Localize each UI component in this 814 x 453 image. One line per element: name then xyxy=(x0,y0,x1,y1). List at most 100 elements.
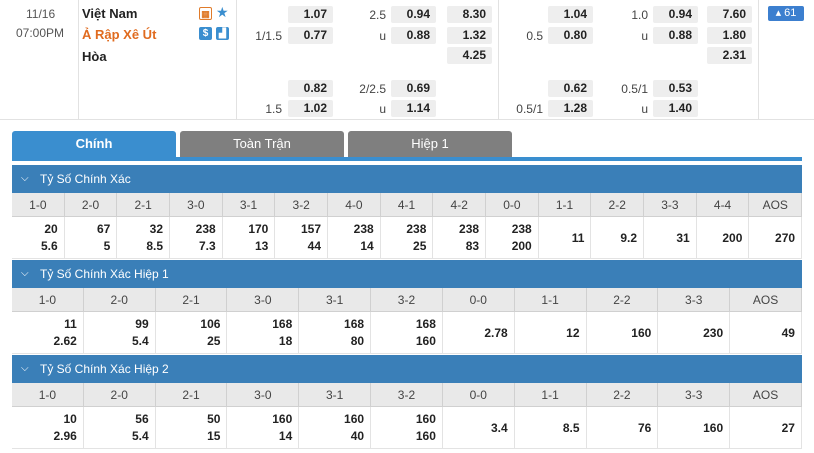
odds-value-bottom: 40 xyxy=(350,429,365,443)
odds-value-top: 99 xyxy=(135,317,149,331)
score-odds-cell[interactable]: 238 83 xyxy=(433,217,487,259)
score-odds-cell[interactable]: 160 160 xyxy=(371,407,443,449)
stats-icon[interactable]: ▦ xyxy=(199,7,212,20)
odds-cell[interactable]: 0.77 xyxy=(288,27,333,44)
section-title: Tỷ Số Chính Xác Hiệp 2 xyxy=(40,362,169,376)
score-odds-cell[interactable]: 12 xyxy=(514,312,587,354)
score-odds-cell[interactable]: 238 200 xyxy=(486,217,539,259)
score-odds-cell[interactable]: 11 xyxy=(538,217,592,259)
score-odds-cell[interactable]: 238 25 xyxy=(380,217,434,259)
score-odds-cell[interactable]: 20 5.6 xyxy=(12,217,65,259)
odds-cell[interactable]: 8.30 xyxy=(447,6,492,23)
odds-cell[interactable]: 0.53 xyxy=(653,80,698,97)
chart-icon[interactable]: ▟ xyxy=(216,27,229,40)
score-odds-cell[interactable]: 106 25 xyxy=(155,312,228,354)
odds-value-top: 56 xyxy=(135,412,149,426)
star-icon[interactable]: ★ xyxy=(216,4,229,20)
score-odds-cell[interactable]: 99 5.4 xyxy=(83,312,156,354)
odds-icon[interactable]: $ xyxy=(199,27,212,40)
score-odds-cell[interactable]: 238 14 xyxy=(328,217,381,259)
divider xyxy=(236,0,237,120)
odds-cell[interactable]: 0.88 xyxy=(653,27,698,44)
divider xyxy=(498,0,499,120)
score-odds-cell[interactable]: 270 xyxy=(749,217,803,259)
odds-cell[interactable]: 0.82 xyxy=(288,80,333,97)
score-odds-cell[interactable]: 168 18 xyxy=(227,312,300,354)
odds-cell[interactable]: 1.80 xyxy=(707,27,752,44)
odds-cell[interactable]: 0.94 xyxy=(653,6,698,23)
under-label: u xyxy=(641,29,648,43)
score-odds-cell[interactable]: 160 xyxy=(586,312,659,354)
score-label: 1-0 xyxy=(12,288,84,312)
chevron-down-icon[interactable]: ⌵ xyxy=(21,268,29,279)
odds-value: 27 xyxy=(781,421,795,435)
odds-value-top: 170 xyxy=(248,222,269,236)
section-header[interactable]: ⌵ Tỷ Số Chính Xác xyxy=(12,165,802,193)
score-odds-cell[interactable]: 200 xyxy=(696,217,750,259)
odds-value-bottom: 5.4 xyxy=(131,334,149,348)
odds-cell[interactable]: 0.62 xyxy=(548,80,593,97)
score-odds-cell[interactable]: 9.2 xyxy=(591,217,645,259)
score-odds-cell[interactable]: 160 xyxy=(658,407,731,449)
odds-cell[interactable]: 4.25 xyxy=(447,47,492,64)
score-odds-cell[interactable]: 10 2.96 xyxy=(12,407,84,449)
score-odds-cell[interactable]: 56 5.4 xyxy=(83,407,156,449)
odds-cell[interactable]: 1.04 xyxy=(548,6,593,23)
odds-value: 2.78 xyxy=(484,326,508,340)
tab-main[interactable]: Chính xyxy=(12,131,176,157)
score-odds-cell[interactable]: 27 xyxy=(730,407,802,449)
score-label: 2-0 xyxy=(83,288,156,312)
odds-cell[interactable]: 1.02 xyxy=(288,100,333,117)
chevron-down-icon[interactable]: ⌵ xyxy=(21,173,29,184)
odds-cell[interactable]: 0.69 xyxy=(391,80,436,97)
score-odds-cell[interactable]: 49 xyxy=(730,312,802,354)
score-odds-cell[interactable]: 50 15 xyxy=(155,407,228,449)
score-odds-cell[interactable]: 160 40 xyxy=(299,407,372,449)
odds-value-bottom: 15 xyxy=(207,429,221,443)
score-label: 4-4 xyxy=(696,193,750,217)
odds-cell[interactable]: 1.07 xyxy=(288,6,333,23)
score-label: 1-0 xyxy=(12,383,84,407)
score-odds-cell[interactable]: 3.4 xyxy=(442,407,515,449)
odds-cell[interactable]: 1.32 xyxy=(447,27,492,44)
odds-cell[interactable]: 0.80 xyxy=(548,27,593,44)
score-label: 3-0 xyxy=(170,193,223,217)
score-odds-cell[interactable]: 32 8.5 xyxy=(117,217,171,259)
home-team[interactable]: Việt Nam xyxy=(82,6,138,21)
score-odds-cell[interactable]: 11 2.62 xyxy=(12,312,84,354)
tab-first-half[interactable]: Hiệp 1 xyxy=(348,131,512,157)
score-odds-cell[interactable]: 168 80 xyxy=(299,312,372,354)
tab-full-match[interactable]: Toàn Trận xyxy=(180,131,344,157)
score-odds-cell[interactable]: 168 160 xyxy=(371,312,443,354)
odds-cell[interactable]: 1.40 xyxy=(653,100,698,117)
score-odds-cell[interactable]: 67 5 xyxy=(64,217,118,259)
score-odds-cell[interactable]: 31 xyxy=(644,217,697,259)
odds-value-top: 168 xyxy=(415,317,436,331)
score-odds-cell[interactable]: 76 xyxy=(586,407,659,449)
score-odds-cell[interactable]: 230 xyxy=(658,312,731,354)
odds-value: 9.2 xyxy=(620,231,638,245)
section-title: Tỷ Số Chính Xác xyxy=(40,172,131,186)
odds-cell[interactable]: 0.94 xyxy=(391,6,436,23)
odds-cell[interactable]: 7.60 xyxy=(707,6,752,23)
section-header[interactable]: ⌵ Tỷ Số Chính Xác Hiệp 2 xyxy=(12,355,802,383)
odds-value-bottom: 5 xyxy=(103,239,111,253)
under-label: u xyxy=(641,102,648,116)
away-team[interactable]: Ả Rập Xê Út xyxy=(82,27,157,42)
score-odds-cell[interactable]: 238 7.3 xyxy=(170,217,223,259)
score-odds-cell[interactable]: 157 44 xyxy=(275,217,329,259)
score-odds-cell[interactable]: 8.5 xyxy=(514,407,587,449)
chevron-down-icon[interactable]: ⌵ xyxy=(21,363,29,374)
section-header[interactable]: ⌵ Tỷ Số Chính Xác Hiệp 1 xyxy=(12,260,802,288)
odds-cell[interactable]: 1.14 xyxy=(391,100,436,117)
score-odds-cell[interactable]: 170 13 xyxy=(222,217,276,259)
odds-cell[interactable]: 2.31 xyxy=(707,47,752,64)
odds-value-top: 238 xyxy=(406,222,427,236)
odds-cell[interactable]: 1.28 xyxy=(548,100,593,117)
odds-cell[interactable]: 0.88 xyxy=(391,27,436,44)
score-odds-cell[interactable]: 160 14 xyxy=(227,407,300,449)
more-odds-button[interactable]: ▴ 61 xyxy=(768,6,804,21)
odds-value-top: 11 xyxy=(64,317,77,331)
score-odds-cell[interactable]: 2.78 xyxy=(442,312,515,354)
score-label: AOS xyxy=(730,288,802,312)
